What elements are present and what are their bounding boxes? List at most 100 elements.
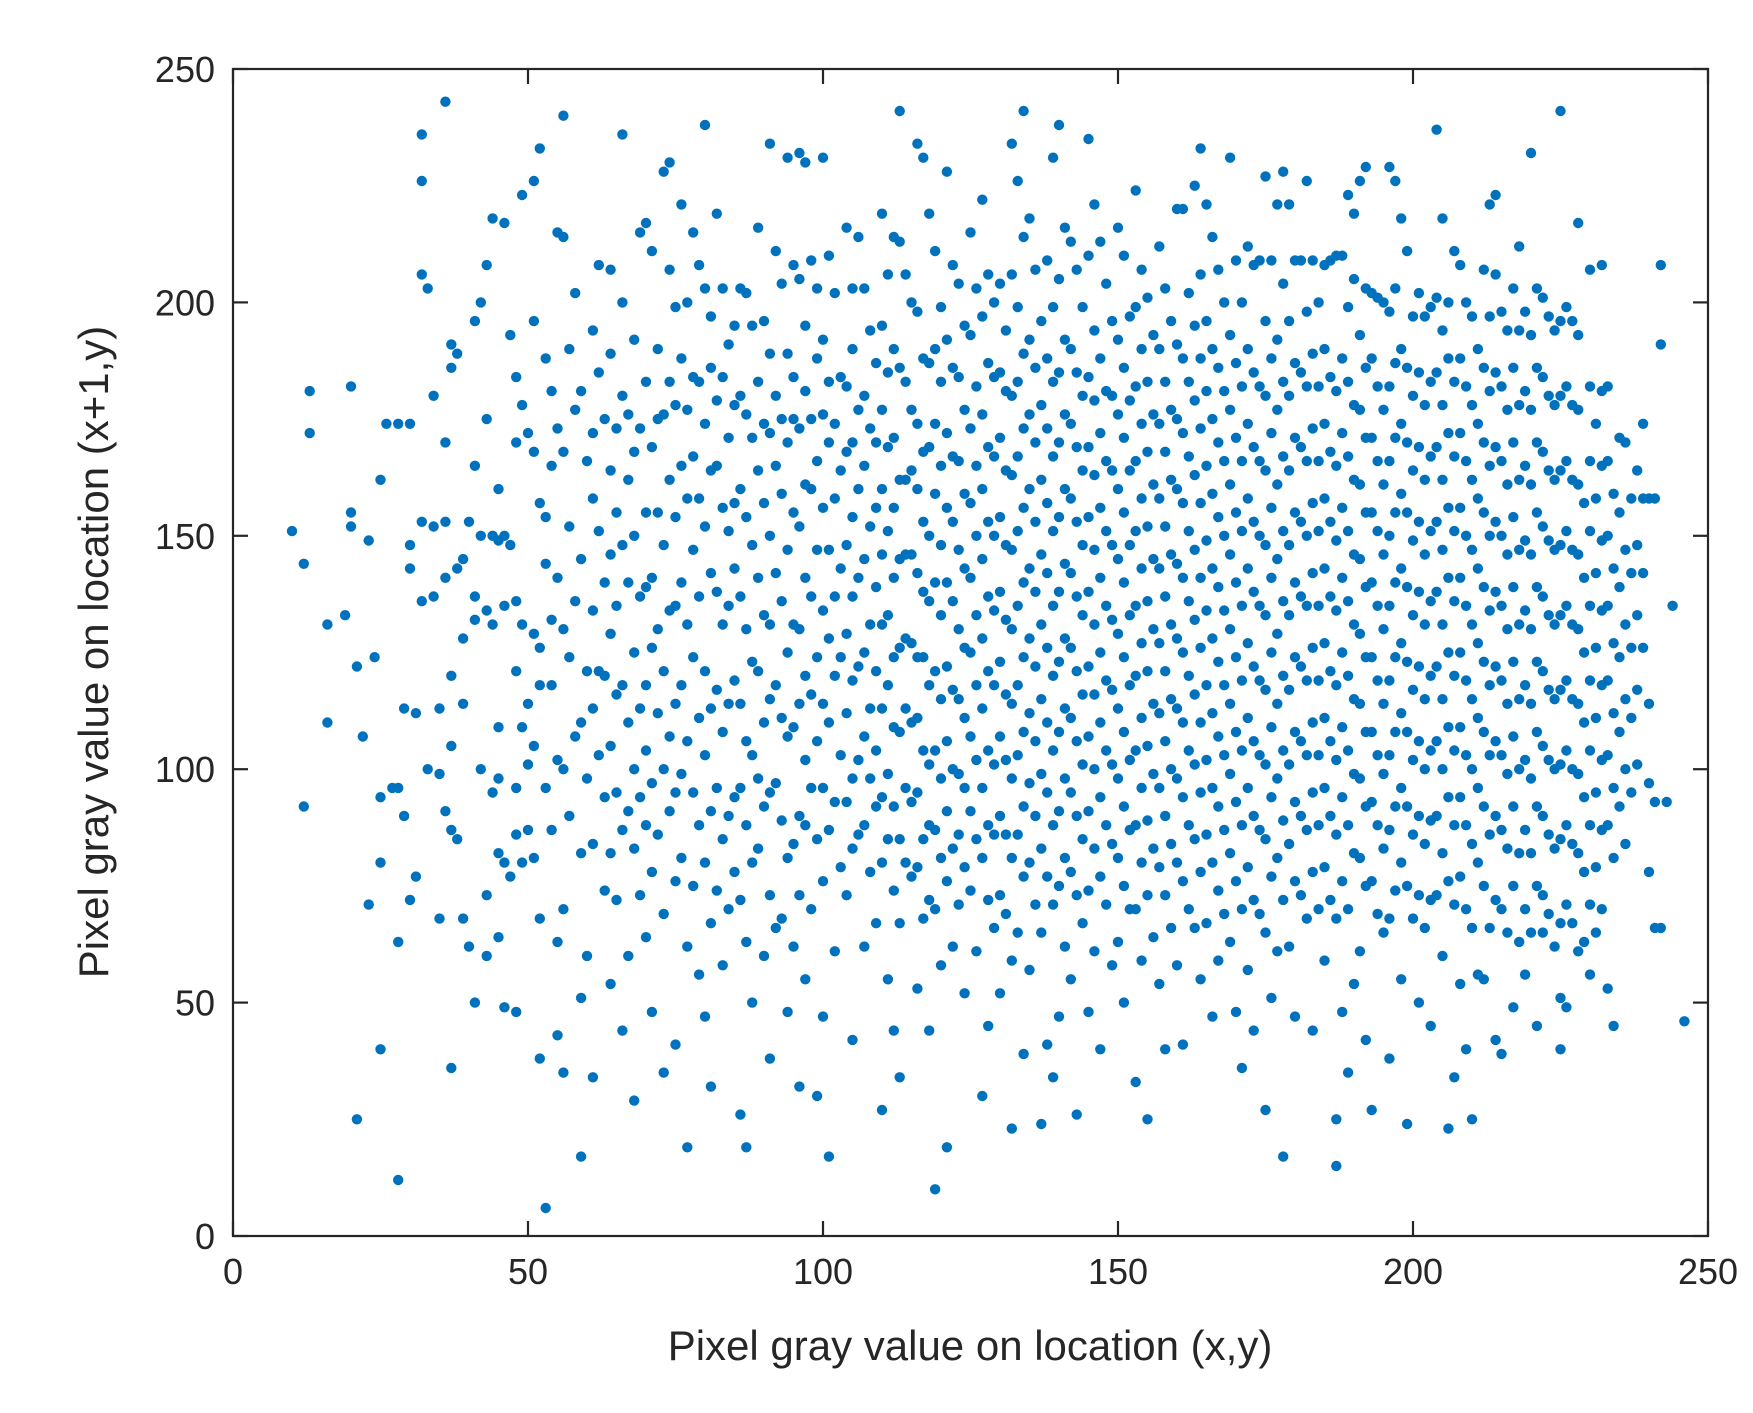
data-point (640, 217, 652, 229)
data-point (617, 680, 628, 691)
data-point (1401, 1118, 1413, 1130)
data-point (965, 423, 976, 434)
data-point (1201, 385, 1212, 397)
data-point (888, 801, 899, 812)
data-point (1419, 399, 1431, 411)
data-point (853, 661, 864, 672)
data-point (983, 591, 994, 602)
data-point (1466, 1114, 1478, 1125)
data-point (1248, 1025, 1259, 1036)
data-point (1354, 479, 1366, 490)
data-point (1207, 857, 1218, 868)
data-point (593, 367, 604, 378)
data-point (1555, 759, 1566, 770)
data-point (1460, 820, 1472, 831)
data-point (1508, 656, 1519, 667)
data-point (1289, 796, 1301, 808)
data-point (705, 703, 717, 714)
data-point (1384, 161, 1395, 173)
data-point (1502, 404, 1513, 415)
data-point (723, 698, 734, 709)
data-point (1130, 600, 1141, 611)
data-point (1431, 367, 1442, 378)
data-point (511, 437, 522, 448)
data-point (1525, 329, 1537, 341)
data-point (971, 381, 982, 392)
data-point (800, 320, 811, 331)
data-point (1378, 843, 1389, 854)
data-point (1189, 544, 1200, 555)
data-point (599, 577, 610, 588)
data-point (652, 708, 663, 719)
data-point (1018, 801, 1029, 812)
data-point (1561, 301, 1572, 313)
data-point (1272, 946, 1283, 957)
data-point (1030, 661, 1041, 672)
data-point (1573, 848, 1584, 859)
data-point (416, 175, 427, 187)
data-point (670, 511, 681, 523)
data-point (1437, 544, 1448, 555)
data-point (422, 764, 433, 775)
data-point (859, 647, 870, 658)
data-point (1325, 591, 1336, 602)
data-point (1519, 969, 1531, 980)
data-point (1366, 796, 1377, 808)
data-point (1160, 591, 1171, 602)
data-point (912, 418, 923, 429)
data-point (599, 413, 610, 425)
data-point (1272, 852, 1283, 864)
data-point (1272, 199, 1283, 210)
data-point (1278, 278, 1289, 289)
data-point (1525, 404, 1537, 415)
data-point (587, 325, 599, 336)
data-point (865, 423, 876, 434)
data-point (1390, 357, 1401, 369)
data-point (729, 320, 740, 331)
data-point (705, 1081, 717, 1092)
data-point (705, 918, 717, 929)
data-point (847, 773, 858, 784)
data-point (1567, 315, 1578, 327)
data-point (1171, 857, 1183, 868)
data-point (1307, 255, 1318, 266)
data-point (528, 740, 540, 752)
data-point (1508, 437, 1519, 448)
data-point (1384, 824, 1395, 836)
data-point (935, 460, 947, 471)
data-point (605, 465, 616, 476)
data-point (1490, 516, 1501, 527)
data-point (664, 806, 675, 817)
data-point (1360, 161, 1372, 173)
data-point (1490, 1034, 1501, 1046)
data-point (994, 511, 1006, 523)
data-point (971, 610, 982, 621)
x-tick-label: 150 (1088, 1251, 1148, 1292)
data-point (1006, 138, 1017, 149)
data-point (1154, 782, 1165, 794)
data-point (1042, 567, 1053, 579)
data-point (752, 773, 764, 784)
data-point (723, 904, 734, 915)
data-point (1089, 469, 1100, 481)
data-point (865, 866, 876, 878)
data-point (1537, 521, 1549, 532)
data-point (1384, 530, 1395, 541)
data-point (947, 596, 958, 607)
data-point (434, 768, 445, 780)
data-point (1584, 969, 1596, 980)
data-point (941, 502, 953, 513)
data-point (1000, 325, 1012, 336)
data-point (953, 829, 964, 840)
data-point (1419, 549, 1431, 560)
data-point (1219, 455, 1230, 467)
data-point (1083, 806, 1094, 817)
data-point (770, 922, 781, 934)
data-point (788, 371, 799, 383)
data-point (735, 782, 746, 794)
data-point (988, 451, 1000, 462)
data-point (1042, 717, 1053, 728)
data-point (1154, 708, 1165, 719)
